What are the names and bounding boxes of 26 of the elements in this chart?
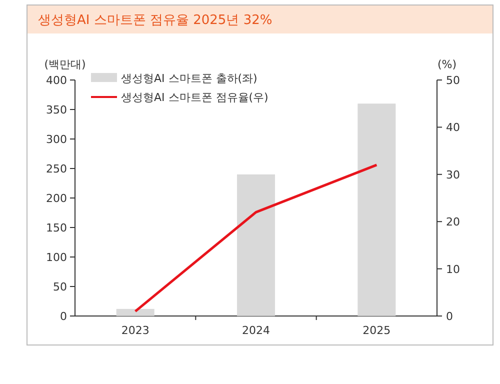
y-tick-label: 250 [46, 162, 67, 176]
legend-label: 생성형AI 스마트폰 점유율(우) [121, 91, 268, 104]
y-tick-label: 350 [46, 104, 67, 116]
y-axis-title: (백만대) [44, 58, 86, 71]
legend-label: 생성형AI 스마트폰 출하(좌) [121, 72, 258, 85]
bar [237, 174, 275, 316]
y2-tick-label: 20 [446, 216, 460, 229]
chart-title: 생성형AI 스마트폰 점유율 2025년 32% [38, 13, 272, 28]
y2-tick-label: 50 [446, 74, 460, 87]
y-tick-label: 0 [60, 310, 67, 323]
bar [358, 104, 396, 316]
x-tick-label: 2023 [121, 324, 150, 337]
y-tick-label: 50 [53, 280, 67, 294]
x-tick-label: 2025 [362, 324, 391, 337]
y-tick-label: 100 [46, 251, 67, 264]
y-tick-label: 400 [46, 74, 67, 87]
y-tick-label: 300 [46, 133, 67, 146]
x-tick-label: 2024 [242, 324, 270, 337]
y2-tick-label: 30 [446, 168, 460, 182]
y-tick-label: 150 [46, 222, 67, 234]
bar [116, 308, 154, 316]
y2-tick-label: 10 [446, 262, 460, 276]
y2-axis-title: (%) [437, 58, 457, 71]
y-tick-label: 200 [46, 192, 67, 205]
y2-tick-label: 0 [446, 310, 453, 323]
y2-tick-label: 40 [446, 121, 460, 134]
